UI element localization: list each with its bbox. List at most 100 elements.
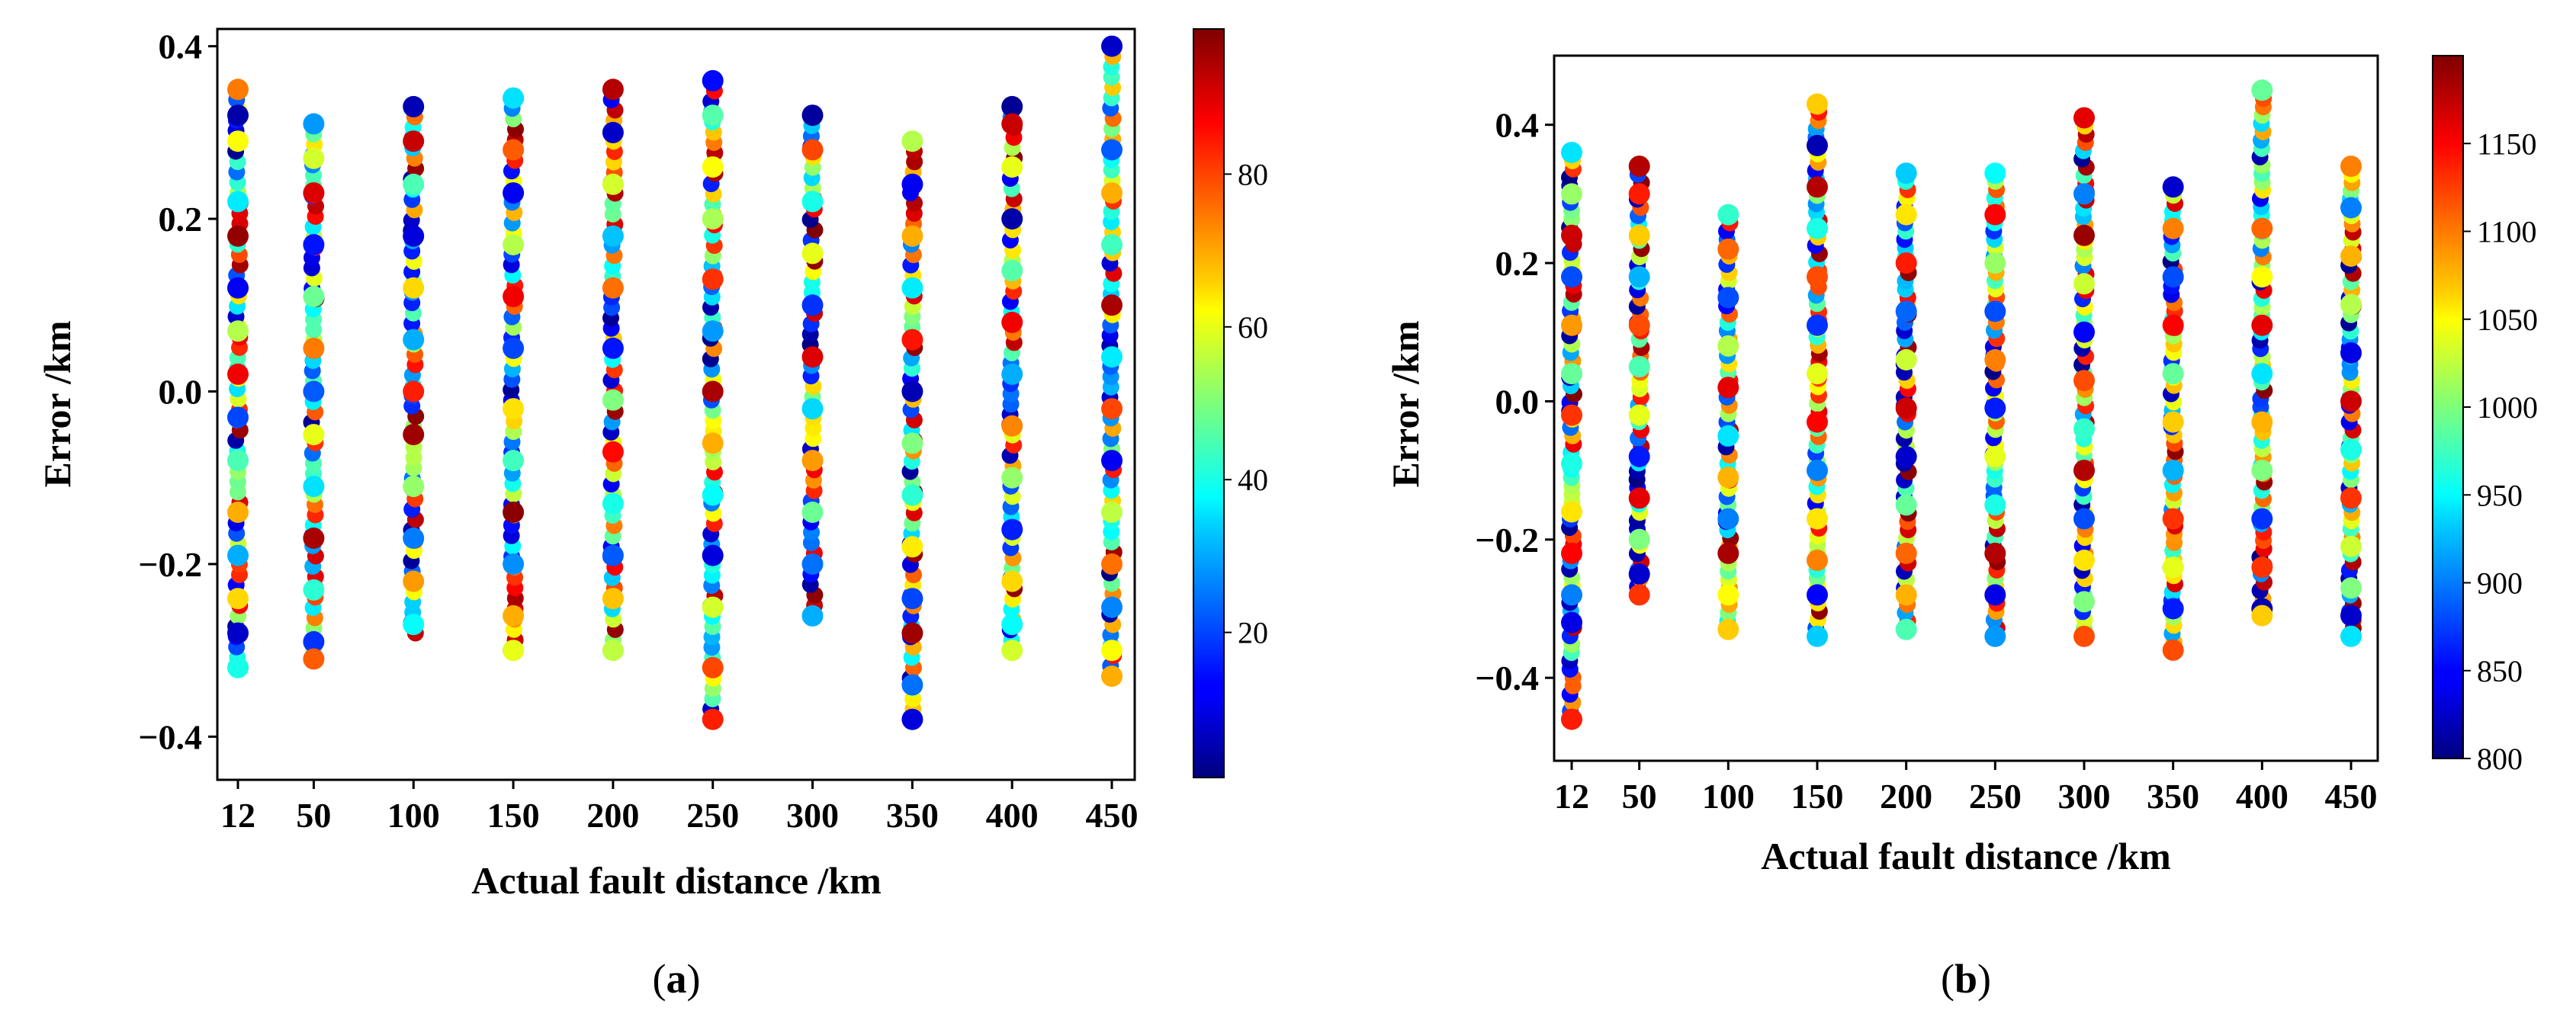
scatter-point bbox=[1807, 266, 1828, 288]
scatter-point bbox=[403, 380, 425, 402]
scatter-point bbox=[1101, 450, 1123, 472]
scatter-point bbox=[602, 492, 624, 515]
scatter-point bbox=[1561, 183, 1582, 205]
scatter-point bbox=[227, 406, 249, 428]
scatter-point bbox=[602, 337, 624, 359]
scatter-point bbox=[901, 432, 923, 454]
colorbar-tick-label: 60 bbox=[1238, 310, 1268, 345]
scatter-point bbox=[2073, 418, 2095, 440]
scatter-point bbox=[702, 69, 724, 91]
scatter-point bbox=[403, 95, 425, 117]
scatter-point bbox=[1561, 314, 1582, 336]
scatter-point bbox=[901, 225, 923, 247]
scatter-point bbox=[2251, 411, 2273, 433]
scatter-point bbox=[1717, 584, 1739, 606]
scatter-point bbox=[1717, 508, 1739, 530]
scatter-point bbox=[1984, 397, 2006, 419]
y-tick-label: −0.2 bbox=[138, 545, 202, 584]
scatter-point bbox=[403, 329, 425, 351]
scatter-point bbox=[801, 604, 824, 627]
panel-a-points bbox=[227, 35, 1123, 730]
scatter-point bbox=[503, 398, 525, 420]
scatter-point bbox=[801, 294, 824, 316]
scatter-point bbox=[1628, 487, 1650, 509]
scatter-point bbox=[1984, 625, 2006, 647]
panel-a-colorbar: 20 40 60 80 bbox=[1193, 28, 1268, 778]
scatter-point bbox=[227, 502, 249, 523]
scatter-point bbox=[901, 708, 923, 730]
scatter-point bbox=[602, 173, 624, 195]
x-tick-label: 50 bbox=[1622, 777, 1657, 816]
scatter-point bbox=[1101, 398, 1123, 420]
scatter-point bbox=[1101, 553, 1123, 575]
scatter-point bbox=[1561, 404, 1582, 426]
panel-a-y-axis-label: Error /km bbox=[36, 321, 79, 488]
scatter-point bbox=[1101, 640, 1123, 662]
scatter-point bbox=[602, 79, 624, 101]
colorbar-tick-label: 950 bbox=[2477, 478, 2523, 512]
scatter-point bbox=[2340, 197, 2362, 219]
scatter-point bbox=[2340, 535, 2362, 557]
scatter-point bbox=[801, 191, 824, 213]
scatter-point bbox=[1101, 502, 1123, 523]
panel-b-colorbar: 800 850 900 950 1000 1050 1100 1150 bbox=[2432, 55, 2538, 776]
scatter-point bbox=[1807, 134, 1828, 156]
x-tick-label: 200 bbox=[586, 796, 639, 835]
scatter-point bbox=[702, 432, 724, 454]
scatter-point bbox=[1101, 234, 1123, 255]
scatter-point bbox=[901, 622, 923, 644]
scatter-point bbox=[2251, 79, 2273, 101]
scatter-point bbox=[227, 363, 249, 385]
y-tick-label: −0.2 bbox=[1475, 521, 1539, 560]
scatter-point bbox=[303, 337, 325, 359]
x-tick-label: 12 bbox=[220, 796, 255, 835]
x-tick-label: 400 bbox=[986, 796, 1039, 835]
panel-a-plot-frame bbox=[216, 27, 1136, 781]
scatter-point bbox=[1628, 584, 1650, 606]
panel-b-y-axis-label: Error /km bbox=[1384, 321, 1427, 488]
scatter-point bbox=[1717, 287, 1739, 309]
scatter-point bbox=[227, 225, 249, 247]
scatter-point bbox=[801, 450, 824, 472]
scatter-point bbox=[1895, 349, 1917, 370]
scatter-point bbox=[801, 346, 824, 368]
scatter-point bbox=[1807, 363, 1828, 385]
scatter-point bbox=[2251, 556, 2273, 579]
panel-b-caption: (b) bbox=[1941, 956, 1991, 1002]
y-tick-label: 0.2 bbox=[1495, 244, 1540, 283]
scatter-point bbox=[1001, 614, 1023, 636]
scatter-point bbox=[2162, 176, 2184, 198]
scatter-point bbox=[602, 544, 624, 566]
scatter-point bbox=[2162, 639, 2184, 661]
scatter-point bbox=[1807, 584, 1828, 606]
colorbar-tick-label: 900 bbox=[2477, 566, 2523, 601]
scatter-point bbox=[801, 553, 824, 575]
scatter-point bbox=[702, 320, 724, 342]
scatter-point bbox=[503, 182, 525, 204]
scatter-point bbox=[1561, 501, 1582, 523]
scatter-point bbox=[1561, 584, 1582, 606]
x-tick-label: 150 bbox=[487, 796, 540, 835]
scatter-point bbox=[1001, 95, 1023, 117]
scatter-point bbox=[901, 380, 923, 402]
scatter-point bbox=[2340, 245, 2362, 267]
y-tick-label: −0.4 bbox=[1475, 659, 1539, 698]
x-tick-label: 350 bbox=[886, 796, 939, 835]
scatter-point bbox=[1717, 204, 1739, 226]
scatter-point bbox=[1895, 584, 1917, 606]
scatter-point bbox=[1984, 252, 2006, 274]
x-tick-label: 100 bbox=[1702, 777, 1755, 816]
y-tick-label: −0.4 bbox=[138, 717, 202, 756]
scatter-point bbox=[1001, 570, 1023, 592]
scatter-point bbox=[503, 139, 525, 161]
scatter-point bbox=[227, 544, 249, 566]
scatter-point bbox=[403, 225, 425, 247]
scatter-point bbox=[1001, 518, 1023, 540]
scatter-point bbox=[1717, 335, 1739, 357]
scatter-point bbox=[303, 424, 325, 446]
scatter-point bbox=[303, 579, 325, 601]
x-tick-label: 450 bbox=[1086, 796, 1139, 835]
scatter-point bbox=[403, 528, 425, 549]
scatter-point bbox=[1101, 665, 1123, 688]
